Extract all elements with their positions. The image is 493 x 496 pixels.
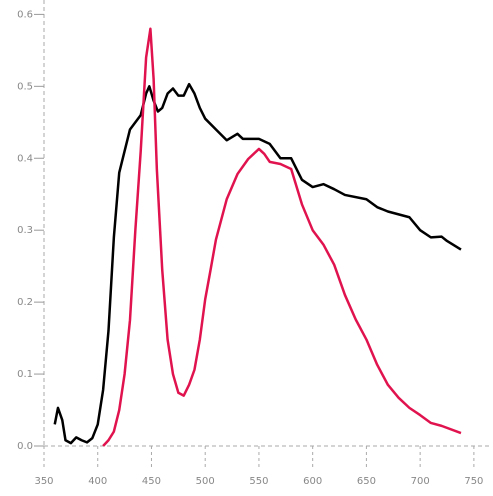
- series-line: [102, 27, 462, 447]
- y-tick-label: 0.4: [17, 153, 33, 164]
- y-tick-label: 0.0: [17, 441, 33, 452]
- x-tick-label: 700: [411, 476, 430, 487]
- x-tick-label: 400: [88, 476, 107, 487]
- x-tick-label: 600: [303, 476, 322, 487]
- x-tick-label: 650: [357, 476, 376, 487]
- x-tick-label: 350: [34, 476, 53, 487]
- y-tick-label: 0.2: [17, 297, 33, 308]
- series-line: [53, 82, 462, 445]
- y-tick-label: 0.5: [17, 81, 33, 92]
- x-tick-label: 500: [196, 476, 215, 487]
- y-tick-label: 0.1: [17, 369, 33, 380]
- y-tick-label: 0.3: [17, 225, 33, 236]
- x-tick-label: 750: [464, 476, 483, 487]
- x-tick-label: 450: [142, 476, 161, 487]
- y-tick-label: 0.6: [17, 9, 33, 20]
- x-tick-label: 550: [249, 476, 268, 487]
